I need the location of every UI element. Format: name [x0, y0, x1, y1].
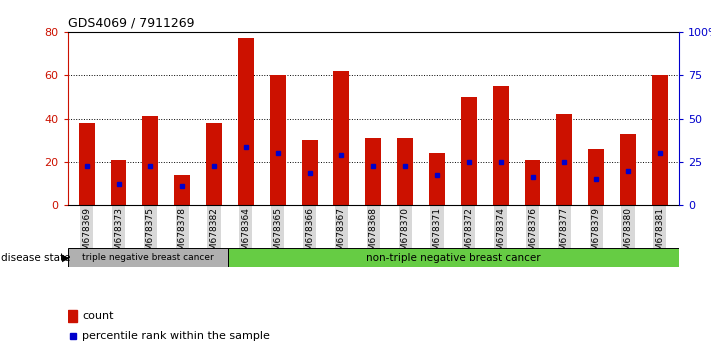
Bar	[652, 75, 668, 205]
FancyBboxPatch shape	[68, 248, 228, 267]
Bar	[557, 114, 572, 205]
Bar	[301, 140, 318, 205]
Bar	[269, 75, 286, 205]
Bar	[397, 138, 413, 205]
Bar	[110, 160, 127, 205]
Text: triple negative breast cancer: triple negative breast cancer	[82, 253, 214, 262]
Bar	[79, 123, 95, 205]
Bar	[142, 116, 159, 205]
Bar	[174, 175, 190, 205]
Bar	[365, 138, 381, 205]
Bar	[525, 160, 540, 205]
Text: percentile rank within the sample: percentile rank within the sample	[82, 331, 270, 341]
Bar	[333, 71, 349, 205]
Bar	[461, 97, 477, 205]
Bar	[206, 123, 222, 205]
Bar	[588, 149, 604, 205]
Text: ▶: ▶	[62, 252, 70, 263]
Bar	[620, 134, 636, 205]
Text: disease state: disease state	[1, 252, 70, 263]
Bar	[68, 310, 77, 322]
Bar	[238, 38, 254, 205]
Text: GDS4069 / 7911269: GDS4069 / 7911269	[68, 16, 194, 29]
Bar	[429, 153, 445, 205]
Bar	[493, 86, 508, 205]
Text: count: count	[82, 311, 114, 321]
Text: non-triple negative breast cancer: non-triple negative breast cancer	[366, 252, 541, 263]
FancyBboxPatch shape	[228, 248, 679, 267]
